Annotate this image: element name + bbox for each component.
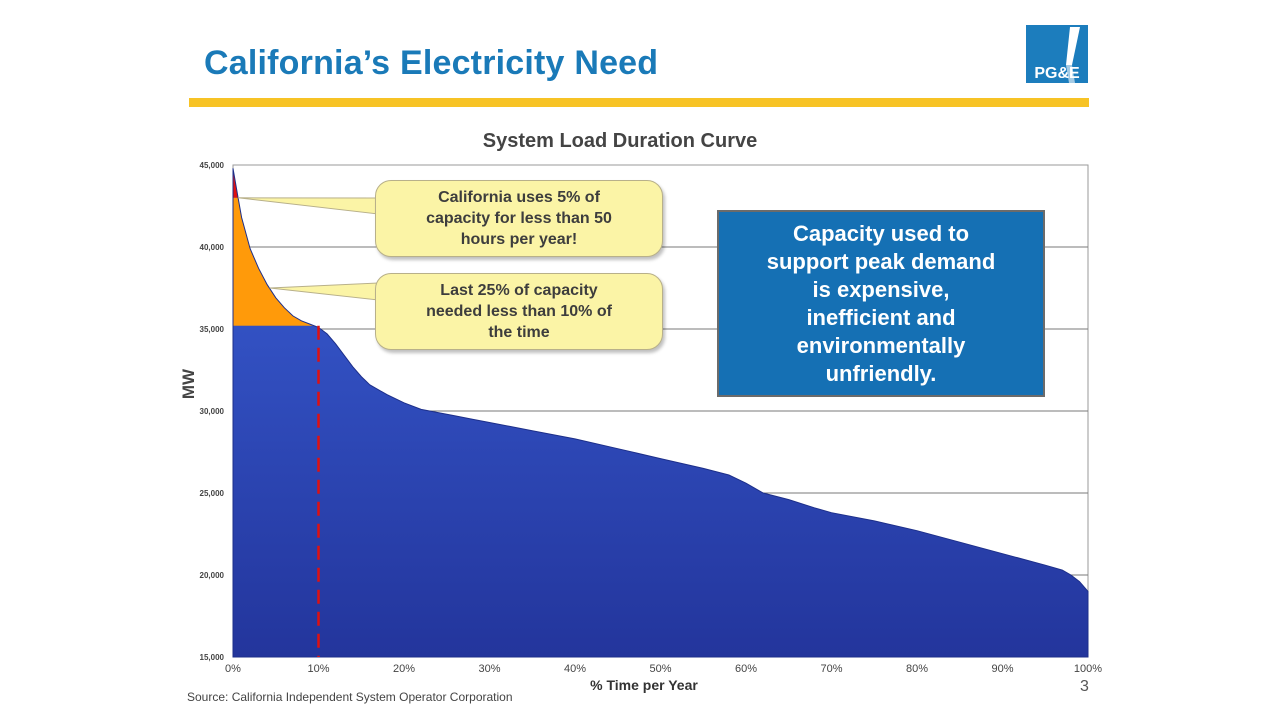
y-tick-labels: 45,000 40,000 35,000 30,000 25,000 20,000 15,0… (200, 161, 225, 662)
x-tick-label: 60% (735, 663, 757, 675)
x-tick-label: 20% (393, 663, 415, 675)
x-tick-label: 100% (1074, 663, 1102, 675)
x-tick-label: 80% (906, 663, 928, 675)
y-tick-label: 30,000 (200, 407, 225, 416)
y-tick-label: 40,000 (200, 243, 225, 252)
x-tick-label: 40% (564, 663, 586, 675)
source-note: Source: California Independent System Op… (187, 690, 513, 704)
y-tick-label: 20,000 (200, 571, 225, 580)
y-tick-label: 35,000 (200, 325, 225, 334)
message-box: Capacity used to support peak demand is … (717, 210, 1045, 397)
x-tick-label: 90% (991, 663, 1013, 675)
x-tick-labels: 0% 10% 20% 30% 40% 50% 60% 70% 80% 90% 100% (225, 663, 1102, 675)
x-tick-label: 0% (225, 663, 241, 675)
page-number: 3 (1080, 678, 1089, 695)
x-axis-label: % Time per Year (590, 677, 698, 693)
area-outline (232, 168, 1089, 658)
y-axis-label: MW (179, 368, 198, 399)
pge-logo-text: PG&E (1034, 65, 1080, 82)
chart-title: System Load Duration Curve (482, 130, 758, 152)
callout-last-25pct: Last 25% of capacity needed less than 10… (375, 273, 663, 350)
y-tick-label: 15,000 (200, 653, 225, 662)
slide-title: California’s Electricity Need (204, 44, 659, 82)
pge-logo: PG&E (1026, 25, 1088, 83)
title-rule (189, 98, 1089, 107)
x-tick-label: 50% (649, 663, 671, 675)
x-tick-label: 10% (307, 663, 329, 675)
x-tick-label: 30% (478, 663, 500, 675)
y-tick-label: 45,000 (200, 161, 225, 170)
x-tick-label: 70% (820, 663, 842, 675)
y-tick-label: 25,000 (200, 489, 225, 498)
marker-layer (238, 197, 379, 657)
callout-peak-5pct: California uses 5% of capacity for less … (375, 180, 663, 257)
